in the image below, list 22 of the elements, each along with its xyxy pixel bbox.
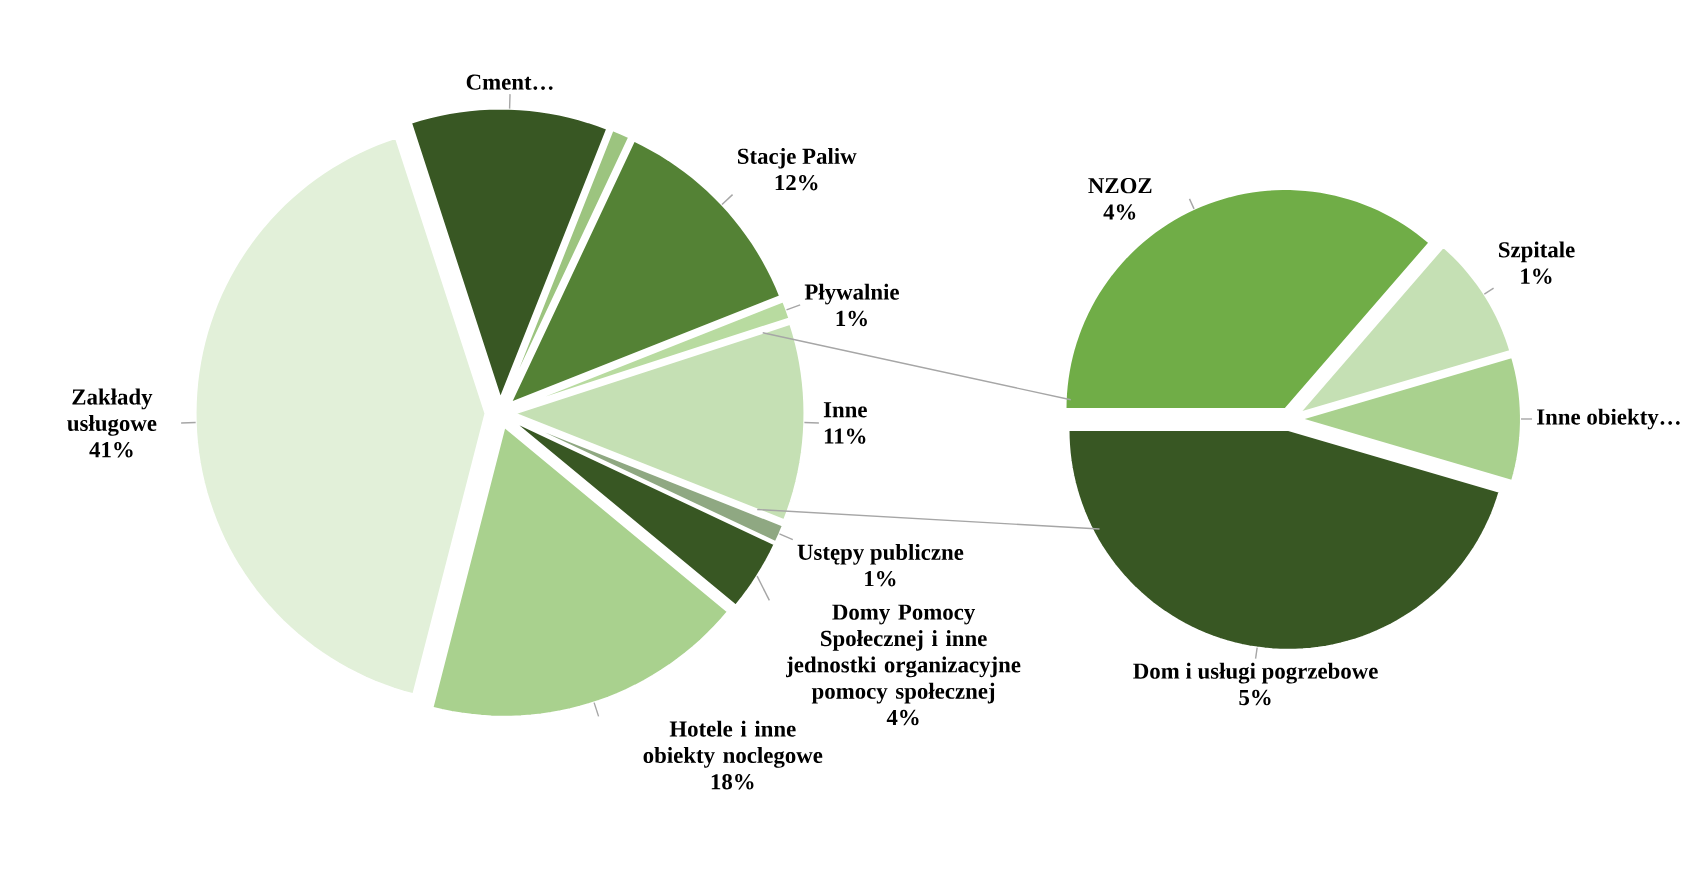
data-label: 12%: [775, 174, 818, 191]
slice-label: Szpitale: [1499, 241, 1575, 263]
slice-label: NZOZ: [1088, 177, 1152, 194]
slice-label: Hotele i inne obiekty noclegowe: [643, 720, 823, 768]
slice-label: Inne: [823, 402, 867, 418]
slice-label: Cment…: [466, 74, 553, 90]
slice-label: Ustępy publiczne: [797, 543, 964, 565]
slice-label: Zakłady usługowe: [67, 388, 157, 436]
data-label: 4%: [886, 709, 919, 726]
data-label: 5%: [1239, 689, 1271, 706]
slice-label: Dom i usługi pogrzebowe: [1133, 662, 1378, 684]
data-label: 18%: [711, 774, 754, 790]
slice-label: Stacje Paliw: [738, 147, 857, 169]
data-label: 1%: [865, 570, 896, 587]
slice-label: Pływalnie: [804, 283, 899, 305]
data-label: 41%: [89, 442, 133, 458]
data-label: 4%: [1103, 204, 1136, 220]
data-label: 1%: [836, 310, 867, 327]
slice-label: Inne obiekty…: [1537, 408, 1680, 430]
data-label: 1%: [1521, 268, 1552, 284]
data-label: 11%: [824, 428, 866, 444]
slice-label: Domy Pomocy Społecznej i inne jednostki organizacyjne pomocy społecznej: [786, 604, 1021, 704]
